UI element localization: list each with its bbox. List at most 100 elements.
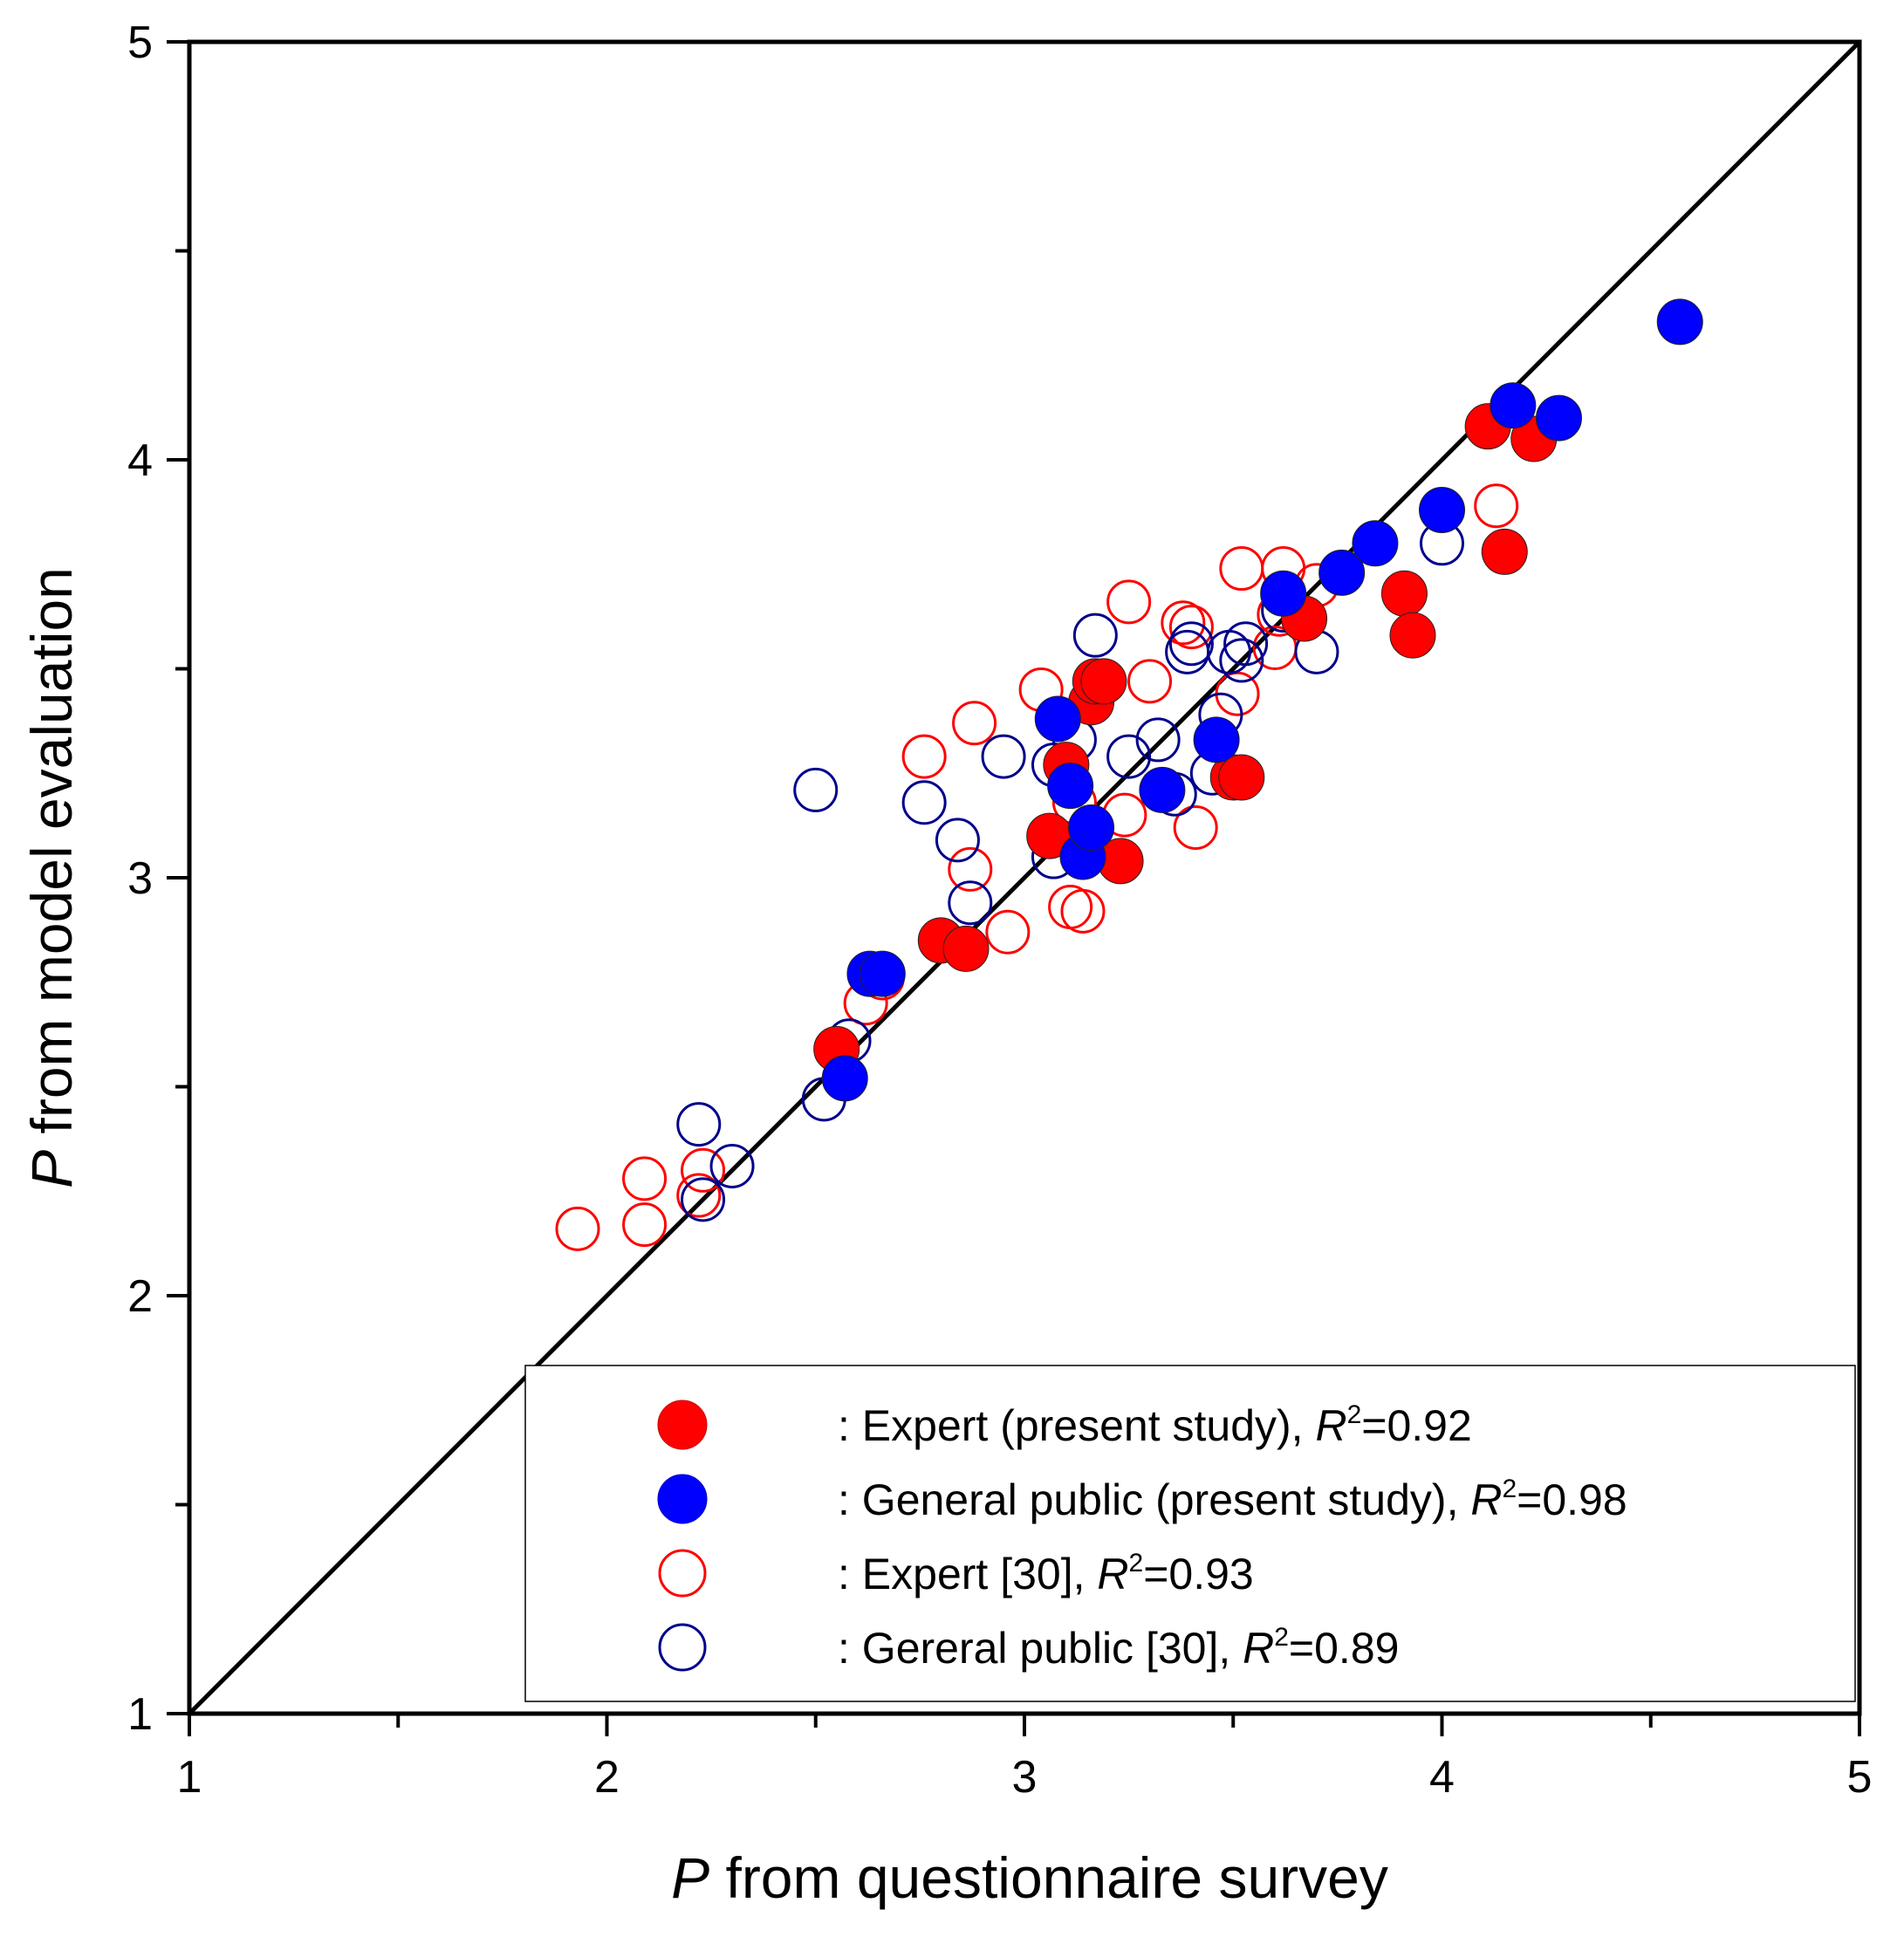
open-data-point: [622, 1202, 668, 1248]
filled-data-point: [1034, 695, 1081, 743]
filled-data-point: [1080, 658, 1127, 705]
legend-r2-value: =0.98: [1517, 1475, 1627, 1524]
filled-data-point: [1481, 528, 1528, 575]
open-data-point: [1173, 805, 1218, 851]
filled-data-point: [1419, 486, 1465, 533]
filled-data-point: [821, 1055, 868, 1102]
legend-r2-value: =0.92: [1361, 1401, 1472, 1450]
filled-data-point: [1352, 520, 1399, 567]
x-tick-label: 3: [1012, 1752, 1038, 1803]
y-tick-label: 5: [127, 17, 153, 68]
data-points-layer: [555, 298, 1703, 1251]
legend-label: General public (present study),: [862, 1475, 1471, 1524]
filled-data-point: [1389, 612, 1436, 659]
legend-entry-expert-present: : Expert (present study), R2=0.92: [838, 1400, 1472, 1450]
filled-data-point: [1047, 763, 1094, 810]
filled-data-point: [1139, 766, 1186, 813]
open-data-point: [948, 880, 993, 926]
legend-label: Expert [30],: [862, 1550, 1098, 1598]
legend-entry-public-present: : General public (present study), R2=0.9…: [838, 1475, 1627, 1524]
legend-r2-variable: R: [1243, 1624, 1274, 1673]
x-tick-label: 4: [1429, 1752, 1455, 1803]
legend-label: Expert (present study),: [862, 1401, 1316, 1450]
legend-prefix: :: [838, 1475, 862, 1524]
series-1-points: [821, 298, 1703, 1102]
open-data-point: [1161, 600, 1206, 646]
open-data-point: [901, 780, 947, 825]
legend-r2-variable: R: [1097, 1550, 1128, 1598]
open-data-point: [1135, 717, 1181, 763]
open-data-point: [1206, 629, 1251, 674]
filled-data-point: [1380, 570, 1428, 617]
y-tick-label: 3: [127, 853, 153, 904]
open-data-point: [948, 846, 993, 892]
y-tick-label: 2: [127, 1271, 153, 1322]
open-data-point: [985, 909, 1031, 955]
y-tick-label: 1: [127, 1689, 153, 1740]
open-data-point: [1168, 621, 1214, 667]
open-data-point: [1106, 579, 1152, 625]
filled-data-point: [1490, 382, 1537, 429]
reference-line-layer: [188, 40, 1861, 1715]
x-axis-title-text: from questionnaire survey: [709, 1845, 1388, 1910]
open-data-point: [952, 701, 997, 746]
open-data-point: [1168, 605, 1214, 650]
filled-data-point: [859, 950, 906, 997]
filled-data-point: [1318, 549, 1366, 596]
y-tick-label: 4: [127, 435, 153, 486]
open-data-point: [1048, 885, 1093, 930]
x-axis-title-variable: P: [671, 1845, 709, 1910]
legend-box: [524, 1365, 1856, 1702]
legend-r2-superscript: 2: [1274, 1623, 1289, 1652]
open-data-point: [981, 734, 1026, 779]
legend: : Expert (present study), R2=0.92 : Gene…: [524, 1365, 1856, 1702]
open-data-point: [676, 1102, 722, 1147]
filled-data-point: [1260, 570, 1307, 617]
legend-r2-superscript: 2: [1129, 1549, 1144, 1578]
legend-entry-expert-30: : Expert [30], R2=0.93: [838, 1549, 1254, 1598]
legend-prefix: :: [838, 1624, 862, 1673]
open-data-point: [622, 1156, 668, 1201]
open-data-point: [555, 1206, 600, 1251]
legend-prefix: :: [838, 1550, 862, 1598]
open-data-point: [1219, 638, 1264, 683]
filled-data-point: [942, 925, 990, 972]
identity-line: [188, 40, 1861, 1715]
filled-data-point: [1656, 298, 1703, 346]
x-tick-label: 1: [177, 1752, 202, 1803]
x-tick-label: 2: [594, 1752, 620, 1803]
legend-marker-public-present: [657, 1474, 708, 1524]
legend-r2-superscript: 2: [1502, 1475, 1517, 1503]
series-2-points: [555, 483, 1519, 1251]
open-data-point: [793, 767, 839, 812]
legend-r2-value: =0.93: [1143, 1550, 1254, 1598]
x-tick-label: 5: [1847, 1752, 1873, 1803]
open-data-point: [1060, 888, 1106, 934]
open-data-point: [1072, 613, 1118, 658]
legend-prefix: :: [838, 1401, 862, 1450]
filled-data-point: [1535, 394, 1582, 441]
open-data-point: [1127, 659, 1173, 704]
open-data-point: [709, 1144, 755, 1189]
open-data-point: [1106, 734, 1152, 779]
legend-entry-public-30: : Gereral public [30], R2=0.89: [838, 1623, 1399, 1673]
open-data-point: [901, 734, 947, 779]
y-axis-title-text: from model evaluation: [19, 567, 84, 1150]
x-axis-title: P from questionnaire survey: [671, 1845, 1388, 1910]
filled-data-point: [1068, 804, 1115, 852]
axis-ticks-layer: 1 2 3 4 5 1 2 3 4 5: [127, 17, 1872, 1803]
filled-data-point: [1218, 754, 1265, 801]
open-data-point: [1474, 483, 1519, 529]
open-data-point: [1219, 546, 1264, 592]
open-data-point: [676, 1173, 722, 1218]
open-data-point: [1223, 621, 1269, 667]
legend-r2-superscript: 2: [1347, 1400, 1362, 1429]
legend-r2-value: =0.89: [1289, 1624, 1400, 1673]
y-axis-title-variable: P: [19, 1150, 84, 1188]
open-data-point: [681, 1177, 726, 1222]
legend-r2-variable: R: [1470, 1475, 1502, 1524]
legend-r2-variable: R: [1315, 1401, 1346, 1450]
open-data-point: [935, 818, 980, 863]
